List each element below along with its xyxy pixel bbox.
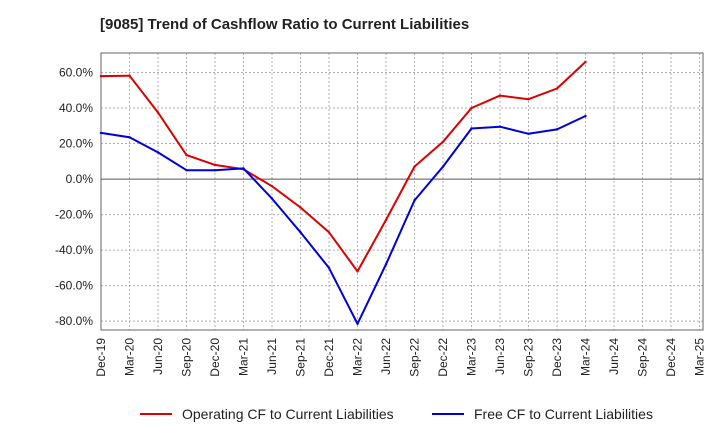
data-point <box>441 165 445 168</box>
data-point <box>356 270 359 273</box>
x-tick-label: Dec-22 <box>436 338 450 377</box>
x-tick-label: Mar-23 <box>465 338 479 376</box>
legend-label: Free CF to Current Liabilities <box>474 406 653 422</box>
y-tick-label: 20.0% <box>59 137 93 151</box>
data-point <box>527 97 530 101</box>
y-tick-label: 0.0% <box>66 172 94 186</box>
data-point <box>299 231 302 234</box>
data-point <box>242 167 245 170</box>
x-tick-label: Dec-19 <box>94 338 108 377</box>
series-line-2 <box>100 115 586 325</box>
y-tick-label: -20.0% <box>55 208 93 222</box>
x-tick-label: Sep-20 <box>180 338 194 377</box>
data-point <box>270 197 274 200</box>
x-tick-label: Mar-20 <box>123 338 137 376</box>
legend-label: Operating CF to Current Liabilities <box>182 406 394 422</box>
data-point <box>384 263 388 266</box>
data-point <box>413 165 416 168</box>
chart-title: [9085] Trend of Cashflow Ratio to Curren… <box>100 16 470 33</box>
data-point <box>128 136 131 139</box>
data-point <box>185 168 188 172</box>
data-point <box>384 218 388 222</box>
x-tick-label: Sep-24 <box>636 338 650 377</box>
y-tick-label: 60.0% <box>59 66 93 80</box>
data-point <box>156 111 160 114</box>
x-tick-label: Mar-24 <box>579 338 593 376</box>
data-point <box>498 125 502 128</box>
data-point <box>299 206 302 209</box>
data-point <box>356 322 359 325</box>
data-point <box>213 163 217 167</box>
x-tick-label: Dec-20 <box>208 338 222 377</box>
data-point <box>99 74 103 78</box>
data-point <box>128 74 131 77</box>
x-tick-label: Dec-21 <box>322 338 336 377</box>
data-point <box>156 151 160 154</box>
x-tick-label: Sep-23 <box>522 338 536 377</box>
x-tick-label: Mar-25 <box>693 338 707 376</box>
x-tick-label: Jun-20 <box>151 338 165 375</box>
data-point <box>327 231 331 234</box>
x-tick-label: Jun-22 <box>379 338 393 375</box>
x-tick-label: Sep-22 <box>408 338 422 377</box>
y-tick-label: -60.0% <box>55 279 93 293</box>
data-point <box>498 94 502 97</box>
x-tick-label: Jun-21 <box>265 338 279 375</box>
data-point <box>584 114 587 118</box>
data-point <box>470 106 473 110</box>
x-tick-label: Sep-21 <box>294 338 308 377</box>
data-point <box>555 87 559 90</box>
x-tick-label: Jun-24 <box>607 338 621 375</box>
data-point <box>555 128 559 131</box>
x-tick-label: Mar-21 <box>237 338 251 376</box>
x-tick-label: Dec-23 <box>550 338 564 377</box>
data-point <box>470 127 473 130</box>
data-point <box>327 266 331 270</box>
x-tick-label: Jun-23 <box>493 338 507 375</box>
y-tick-label: -80.0% <box>55 314 93 328</box>
data-point <box>213 168 217 172</box>
series-line-1 <box>100 61 587 273</box>
x-tick-label: Mar-22 <box>351 338 365 376</box>
data-point <box>185 153 188 157</box>
data-point <box>584 60 587 64</box>
plot-frame <box>100 52 704 331</box>
data-point <box>270 184 274 188</box>
data-point <box>527 132 530 135</box>
y-tick-label: 40.0% <box>59 101 93 115</box>
data-point <box>413 199 416 202</box>
data-point <box>441 140 445 143</box>
data-point <box>99 131 103 135</box>
x-tick-label: Dec-24 <box>664 338 678 377</box>
y-tick-label: -40.0% <box>55 243 93 257</box>
